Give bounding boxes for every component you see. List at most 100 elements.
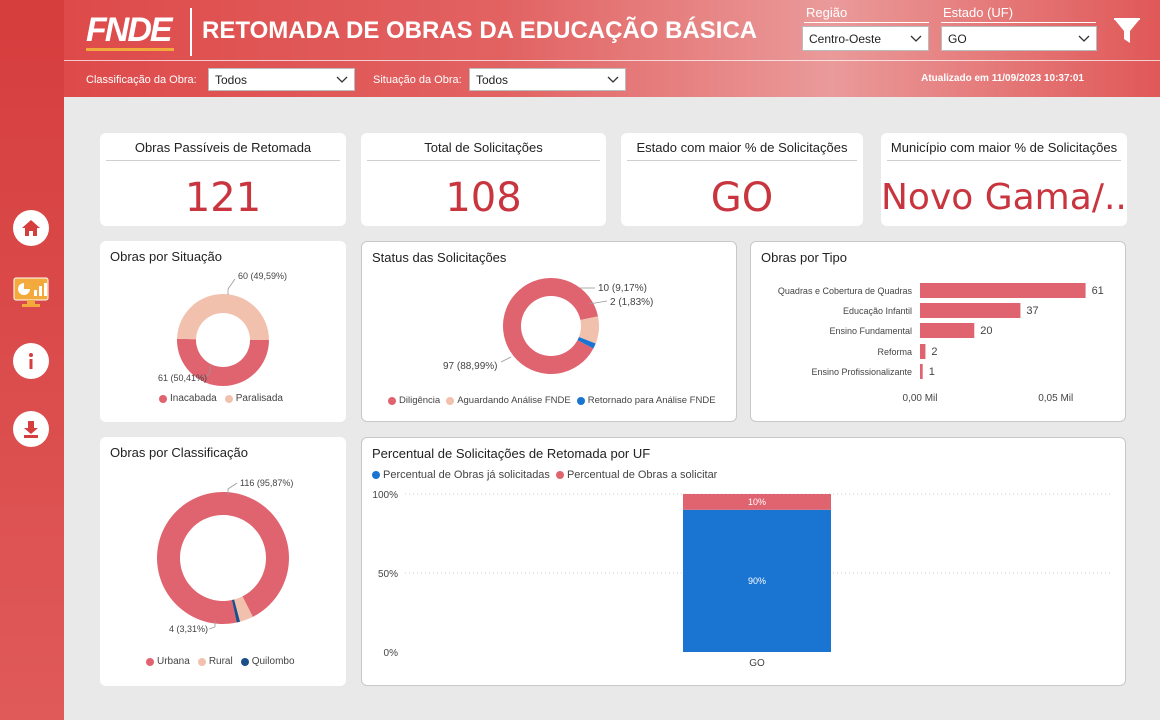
header-separator	[64, 60, 1160, 61]
left-nav	[0, 0, 64, 720]
estado-value: GO	[948, 31, 967, 46]
kpi-card-solicitacoes: Total de Solicitações 108	[361, 133, 606, 226]
situacao-dropdown[interactable]: Todos	[469, 68, 626, 91]
dashboard-button[interactable]	[12, 276, 52, 310]
legend-label: Aguardando Análise FNDE	[457, 395, 571, 406]
regiao-underline	[804, 22, 929, 23]
donut-slice[interactable]	[177, 338, 269, 387]
regiao-value: Centro-Oeste	[809, 31, 882, 46]
chart-obras-situacao: Obras por Situação 60 (49,59%) 61 (50,41…	[100, 241, 346, 422]
legend-dot	[146, 657, 154, 666]
chart-legend: Diligência Aguardando Análise FNDE Retor…	[388, 395, 716, 406]
kpi-divider	[367, 160, 600, 161]
chart-title: Status das Solicitações	[372, 250, 507, 265]
estado-label: Estado (UF)	[943, 5, 1014, 20]
bar-category-label: Educação Infantil	[843, 306, 912, 316]
donut-slice[interactable]	[234, 596, 253, 622]
slice-label: 116 (95,87%)	[240, 478, 293, 488]
chevron-down-icon	[1078, 35, 1090, 42]
kpi-card-estado: Estado com maior % de Solicitações GO	[621, 133, 863, 226]
situacao-label: Situação da Obra:	[373, 74, 462, 86]
kpi-title: Total de Solicitações	[424, 140, 543, 155]
classificacao-label: Classificação da Obra:	[86, 74, 197, 86]
updated-timestamp: Atualizado em 11/09/2023 10:37:01	[921, 73, 1084, 84]
chart-legend: Inacabada Paralisada	[159, 393, 283, 404]
classificacao-dropdown[interactable]: Todos	[208, 68, 355, 91]
chart-title: Obras por Situação	[110, 249, 223, 264]
donut-chart: 60 (49,59%) 61 (50,41%)	[158, 271, 287, 387]
dashboard-icon	[13, 277, 49, 307]
kpi-value: 108	[445, 175, 522, 221]
bar-value-label: 2	[931, 346, 937, 358]
chart-status-solicitacoes: Status das Solicitações 10 (9,17%) 2 (1,…	[361, 241, 737, 422]
bar-data-label: 90%	[748, 576, 766, 586]
header-divider	[190, 8, 192, 56]
bar[interactable]	[920, 364, 923, 379]
donut-slice[interactable]	[503, 278, 599, 374]
slice-label: 4 (3,31%)	[169, 624, 208, 634]
bar-data-label: 10%	[748, 497, 766, 507]
regiao-dropdown[interactable]: Centro-Oeste	[802, 26, 929, 51]
donut-slice[interactable]	[578, 316, 599, 344]
legend-dot	[159, 394, 167, 403]
legend-dot	[388, 396, 396, 405]
donut-chart: 116 (95,87%) 4 (3,31%)	[157, 478, 293, 634]
chevron-down-icon	[336, 76, 348, 83]
home-button[interactable]	[13, 210, 49, 246]
chevron-down-icon	[910, 35, 922, 42]
bar-category-label: Reforma	[877, 347, 912, 357]
info-button[interactable]	[13, 343, 49, 379]
home-icon	[22, 220, 40, 236]
y-tick-label: 0%	[384, 648, 399, 659]
legend-dot	[576, 396, 585, 405]
bar-category-label: Ensino Fundamental	[829, 326, 912, 336]
kpi-card-obras: Obras Passíveis de Retomada 121	[100, 133, 346, 226]
x-tick-label: GO	[749, 658, 765, 669]
donut-slice[interactable]	[231, 599, 241, 623]
slice-label: 61 (50,41%)	[158, 373, 207, 383]
kpi-divider	[627, 160, 857, 161]
legend-label: Diligência	[399, 395, 441, 406]
estado-dropdown[interactable]: GO	[941, 26, 1097, 51]
stacked-bar-segment[interactable]	[683, 494, 831, 510]
bar[interactable]	[920, 323, 975, 338]
chart-title: Obras por Classificação	[110, 445, 248, 460]
slice-label: 10 (9,17%)	[598, 283, 647, 294]
page-title: RETOMADA DE OBRAS DA EDUCAÇÃO BÁSICA	[202, 17, 758, 44]
kpi-divider	[106, 160, 340, 161]
bar[interactable]	[920, 344, 926, 359]
legend-label: Paralisada	[235, 393, 283, 404]
legend-dot	[197, 657, 206, 666]
kpi-value: Novo Gama/...	[881, 177, 1127, 218]
info-icon	[29, 353, 33, 369]
bar-value-label: 20	[980, 325, 992, 337]
stacked-bar-segment[interactable]	[683, 509, 831, 652]
estado-underline	[941, 22, 1096, 23]
legend-label: Percentual de Obras já solicitadas	[383, 469, 550, 481]
legend-label: Quilombo	[251, 656, 295, 667]
kpi-title: Município com maior % de Solicitações	[890, 140, 1118, 155]
fnde-logo: FNDE	[86, 12, 178, 52]
x-tick-label: 0,05 Mil	[1038, 393, 1073, 404]
stacked-bar-chart: 0% 50% 100% 90% 10% GO	[372, 490, 1111, 669]
filter-icon[interactable]	[1114, 18, 1140, 46]
bar[interactable]	[920, 283, 1086, 298]
download-icon	[24, 421, 38, 438]
classificacao-value: Todos	[215, 72, 248, 87]
chart-obras-tipo: Obras por Tipo Quadras e Cobertura de Qu…	[750, 241, 1126, 422]
slice-label: 97 (88,99%)	[443, 361, 497, 372]
chevron-down-icon	[607, 76, 619, 83]
bar[interactable]	[920, 303, 1021, 318]
legend-label: Inacabada	[170, 393, 217, 404]
download-button[interactable]	[13, 411, 49, 447]
kpi-divider	[887, 160, 1121, 161]
chart-title: Percentual de Solicitações de Retomada p…	[372, 446, 651, 461]
slice-label: 2 (1,83%)	[610, 297, 653, 308]
header: FNDE RETOMADA DE OBRAS DA EDUCAÇÃO BÁSIC…	[64, 0, 1160, 97]
chart-legend: Percentual de Obras já solicitadas Perce…	[372, 469, 717, 481]
donut-slice[interactable]	[157, 492, 289, 624]
legend-label: Percentual de Obras a solicitar	[566, 469, 718, 481]
legend-dot	[372, 471, 380, 479]
donut-slice[interactable]	[577, 336, 596, 349]
donut-slice[interactable]	[177, 294, 269, 340]
